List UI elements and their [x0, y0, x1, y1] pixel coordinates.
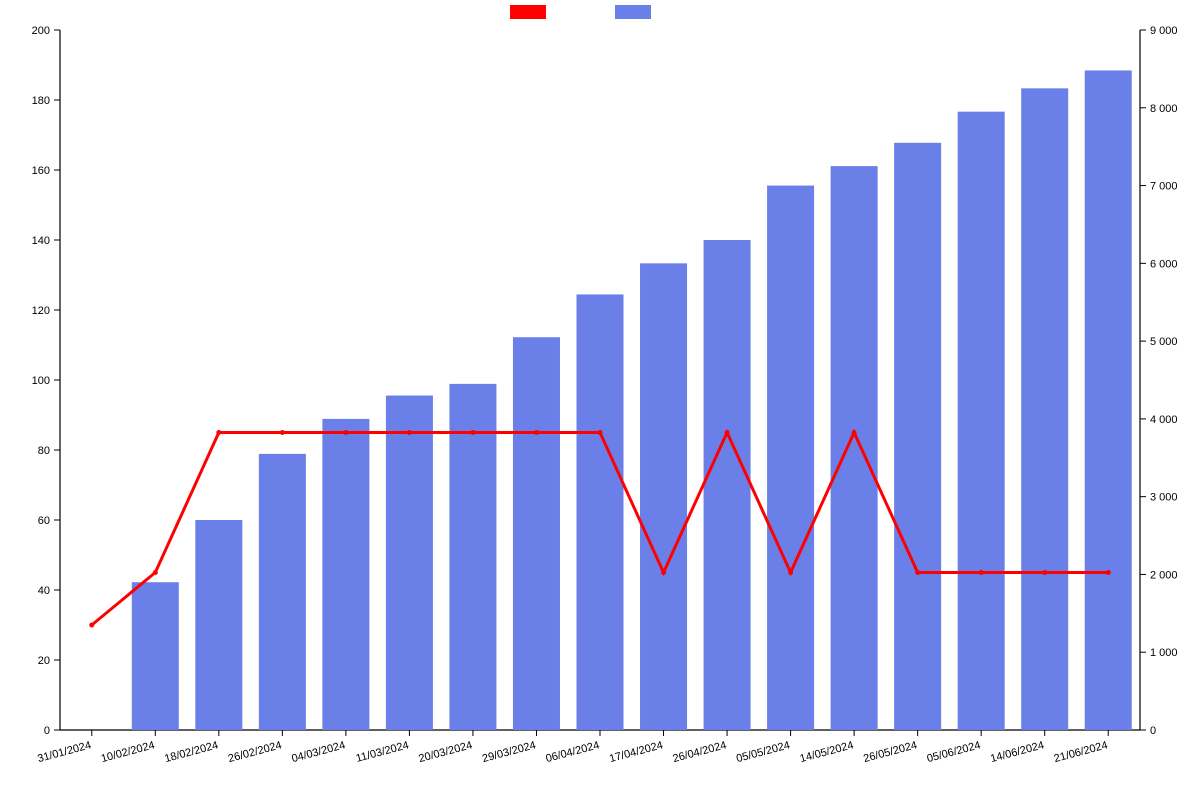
bar	[259, 454, 306, 730]
bar	[576, 294, 623, 730]
y-right-tick-label: 3 000	[1150, 492, 1178, 504]
bar	[704, 240, 751, 730]
line-marker	[470, 430, 475, 435]
bar	[894, 143, 941, 730]
line-marker	[661, 570, 666, 575]
line-marker	[343, 430, 348, 435]
y-right-tick-label: 0	[1150, 725, 1156, 737]
y-left-tick-label: 120	[32, 305, 50, 317]
line-marker	[216, 430, 221, 435]
line-marker	[407, 430, 412, 435]
y-left-tick-label: 200	[32, 25, 50, 37]
bar	[449, 384, 496, 730]
bar	[513, 337, 560, 730]
line-marker	[725, 430, 730, 435]
line-marker	[1042, 570, 1047, 575]
y-right-tick-label: 7 000	[1150, 181, 1178, 193]
bar	[322, 419, 369, 730]
line-marker	[534, 430, 539, 435]
bar	[132, 582, 179, 730]
y-right-tick-label: 2 000	[1150, 569, 1178, 581]
bar	[386, 396, 433, 730]
bar	[1085, 70, 1132, 730]
bar	[831, 166, 878, 730]
bar	[640, 263, 687, 730]
y-right-tick-label: 1 000	[1150, 647, 1178, 659]
dual-axis-bar-line-chart: 0 20 40 60 80 100 120 140 160 180 200 0 1 000 2 000 3 …	[0, 0, 1200, 800]
bar	[1021, 88, 1068, 730]
legend-swatch-bar	[615, 5, 651, 19]
line-marker	[153, 570, 158, 575]
line-marker	[89, 623, 94, 628]
line-marker	[598, 430, 603, 435]
legend-swatch-line	[510, 5, 546, 19]
y-right-tick-label: 9 000	[1150, 25, 1178, 37]
y-left-tick-label: 140	[32, 235, 50, 247]
line-marker	[280, 430, 285, 435]
line-marker	[788, 570, 793, 575]
line-marker	[1106, 570, 1111, 575]
chart-container: 0 20 40 60 80 100 120 140 160 180 200 0 1 000 2 000 3 …	[0, 0, 1200, 800]
y-right-tick-label: 8 000	[1150, 103, 1178, 115]
y-left-tick-label: 180	[32, 95, 50, 107]
y-left-tick-label: 40	[38, 585, 50, 597]
line-marker	[979, 570, 984, 575]
y-left-tick-label: 160	[32, 165, 50, 177]
line-marker	[852, 430, 857, 435]
bar	[958, 112, 1005, 730]
y-right-tick-label: 6 000	[1150, 258, 1178, 270]
y-left-tick-label: 100	[32, 375, 50, 387]
y-right-tick-label: 4 000	[1150, 414, 1178, 426]
y-left-tick-label: 80	[38, 445, 50, 457]
y-left-tick-label: 0	[44, 725, 50, 737]
line-marker	[915, 570, 920, 575]
bar	[195, 520, 242, 730]
y-left-tick-label: 20	[38, 655, 50, 667]
y-left-tick-label: 60	[38, 515, 50, 527]
y-right-tick-label: 5 000	[1150, 336, 1178, 348]
bar	[767, 186, 814, 730]
